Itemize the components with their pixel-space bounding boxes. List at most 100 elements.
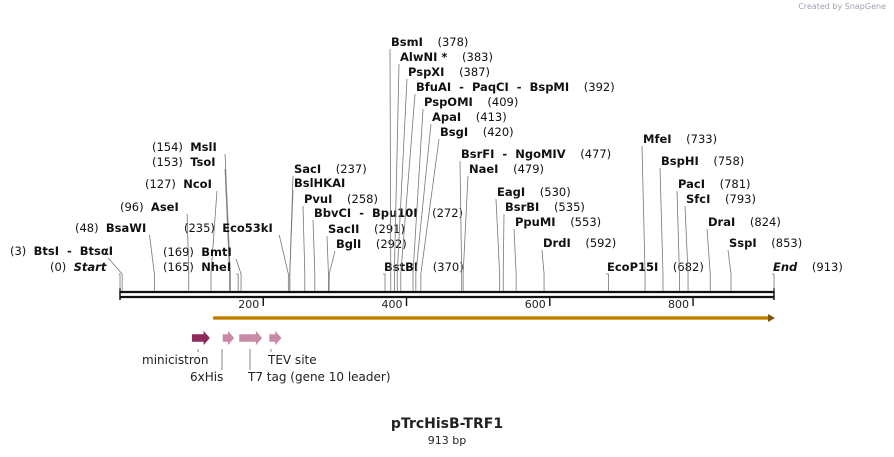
site-label-part: PvuI <box>304 192 332 206</box>
site-label-part: (169) <box>163 245 201 259</box>
restriction-site: DraI (824) <box>706 215 781 291</box>
site-label-part: (154) <box>152 140 190 154</box>
site-label: SfcI (793) <box>686 192 756 206</box>
site-leader-line <box>706 228 711 291</box>
site-leader-line <box>383 273 386 291</box>
restriction-site: (96) AseI <box>120 200 190 291</box>
site-label: (153) TsoI <box>152 155 216 169</box>
site-leader-line <box>502 213 505 291</box>
site-leader-line <box>420 138 440 291</box>
site-leader-line <box>513 228 517 291</box>
site-label-part: NaeI <box>469 162 498 176</box>
site-label-part: - <box>509 80 530 94</box>
site-label-part: (153) <box>152 155 190 169</box>
site-label-part: (3) <box>10 244 34 258</box>
feature-label: minicistron <box>142 353 208 367</box>
restriction-site: BsrBI (535) <box>502 200 585 291</box>
site-label-part: MslI <box>190 140 217 154</box>
restriction-site: PspOMI (409) <box>412 95 519 291</box>
site-label-part: (853) <box>757 236 803 250</box>
site-label: (96) AseI <box>120 200 179 214</box>
site-label-part: (387) <box>444 65 490 79</box>
site-label: MfeI (733) <box>643 132 717 146</box>
site-label-part: (409) <box>473 95 519 109</box>
site-label: (154) MslI <box>152 140 217 154</box>
site-label-part: (370) <box>418 260 464 274</box>
restriction-site: DrdI (592) <box>541 236 616 291</box>
restriction-site: (48) BsaWI <box>75 221 155 291</box>
site-label-part: - <box>59 244 80 258</box>
restriction-site: BspHI (758) <box>659 154 745 291</box>
feature-arrow <box>222 329 236 347</box>
site-label-part: PaqCI <box>472 80 509 94</box>
feature-label: TEV site <box>267 353 317 367</box>
site-leader-line <box>541 249 545 291</box>
site-leader-line <box>495 198 501 291</box>
site-label-part: (733) <box>672 132 718 146</box>
feature-arrow <box>268 329 283 347</box>
site-label-part: Start <box>74 260 107 274</box>
site-leader-line <box>186 213 190 291</box>
ruler-tick-label: 200 <box>238 298 259 311</box>
restriction-site: (127) NcoI <box>145 177 218 291</box>
site-label: SspI (853) <box>729 236 802 250</box>
site-label: BslHKAI <box>294 176 345 190</box>
site-label-part: PspXI <box>408 65 444 79</box>
site-leader-line <box>302 205 306 291</box>
site-leader-line <box>326 235 329 291</box>
site-label: (3) BtsI - BtsαI <box>10 244 113 258</box>
site-label-part: (592) <box>571 236 617 250</box>
site-label-part: DraI <box>708 215 735 229</box>
site-label: EagI (530) <box>497 185 571 199</box>
site-label-part: (479) <box>498 162 544 176</box>
site-label-part: BtsαI <box>80 244 113 258</box>
site-leader-line <box>236 273 239 291</box>
site-label-part: (793) <box>710 192 756 206</box>
site-leader-line <box>107 257 123 291</box>
site-label-part: End <box>773 260 798 274</box>
site-label-part: (96) <box>120 200 151 214</box>
site-label-part: (553) <box>556 215 602 229</box>
site-label-part: BmtI <box>201 245 232 259</box>
restriction-site: EagI (530) <box>495 185 571 291</box>
site-label: BsgI (420) <box>440 125 514 139</box>
site-label-part: MfeI <box>643 132 672 146</box>
site-label-part: SacII <box>328 222 359 236</box>
site-label-part: (272) <box>417 206 463 220</box>
site-leader-line <box>393 63 400 291</box>
site-label: DrdI (592) <box>543 236 616 250</box>
restriction-site: PspXI (387) <box>396 65 490 291</box>
restriction-site: MfeI (733) <box>641 132 717 291</box>
site-label: EcoP15I (682) <box>607 260 704 274</box>
site-label-part: NheI <box>201 260 231 274</box>
site-label-part: (258) <box>332 192 378 206</box>
site-label: DraI (824) <box>708 215 781 229</box>
site-label-part: BglI <box>336 237 361 251</box>
site-label-part: (758) <box>699 154 745 168</box>
site-label-part: NcoI <box>183 177 212 191</box>
site-label: PspXI (387) <box>408 65 490 79</box>
restriction-site: BfuAI - PaqCI - BspMI (392) <box>400 80 615 291</box>
site-label-part: (682) <box>658 260 704 274</box>
site-label-part: (824) <box>735 215 781 229</box>
restriction-site: SfcI (793) <box>684 192 756 291</box>
site-label-part: PacI <box>678 177 705 191</box>
site-leader-line <box>772 273 775 291</box>
feature-label: T7 tag (gene 10 leader) <box>247 370 391 384</box>
site-label: SacII (291) <box>328 222 405 236</box>
restriction-site: PpuMI (553) <box>513 215 602 291</box>
site-label: (48) BsaWI <box>75 221 146 235</box>
site-label: BglI (292) <box>336 237 407 251</box>
site-leader-line <box>224 168 230 291</box>
feature-arrow <box>191 329 211 347</box>
site-leader-line <box>235 258 242 291</box>
site-label-part: BslHKAI <box>294 176 345 190</box>
site-label-part: - <box>451 80 472 94</box>
site-leader-line <box>328 250 336 291</box>
restriction-site: ApaI (413) <box>415 110 507 291</box>
site-label: (165) NheI <box>163 260 231 274</box>
site-leader-line <box>400 93 416 291</box>
site-label-part: EagI <box>497 185 525 199</box>
restriction-site: End (913) <box>772 260 843 291</box>
restriction-site: (154) MslI <box>152 140 231 291</box>
